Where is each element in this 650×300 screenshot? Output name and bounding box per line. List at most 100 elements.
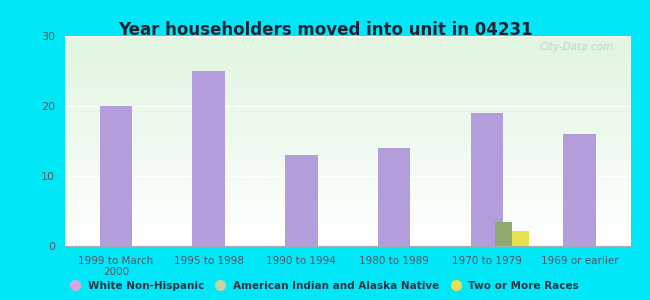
Bar — [65, 225, 630, 227]
Bar — [65, 233, 630, 236]
Bar — [65, 72, 630, 74]
Bar — [65, 179, 630, 181]
Bar — [65, 82, 630, 84]
Bar — [65, 124, 630, 126]
Bar — [65, 78, 630, 80]
Bar — [65, 187, 630, 189]
Bar — [564, 134, 596, 246]
Bar — [65, 214, 630, 217]
Bar — [65, 38, 630, 40]
Bar — [65, 204, 630, 206]
Bar — [65, 122, 630, 124]
Bar — [65, 44, 630, 46]
Bar — [65, 154, 630, 156]
Bar — [65, 208, 630, 210]
Bar — [378, 148, 410, 246]
Bar — [65, 191, 630, 194]
Bar — [65, 229, 630, 231]
Bar — [65, 194, 630, 196]
Bar — [65, 210, 630, 212]
Bar — [65, 242, 630, 244]
Bar — [65, 223, 630, 225]
Bar — [65, 206, 630, 208]
Bar — [65, 55, 630, 57]
Bar — [65, 170, 630, 172]
Bar — [65, 101, 630, 103]
Bar — [65, 196, 630, 198]
Bar — [65, 128, 630, 130]
Bar — [495, 221, 512, 246]
Bar — [65, 120, 630, 122]
Bar — [65, 61, 630, 63]
Bar — [65, 59, 630, 61]
Bar — [65, 137, 630, 139]
Bar — [65, 238, 630, 240]
Bar — [65, 53, 630, 55]
Bar — [65, 46, 630, 49]
Bar — [65, 181, 630, 183]
Bar — [65, 130, 630, 133]
Bar — [65, 189, 630, 191]
Bar — [65, 114, 630, 116]
Bar — [65, 231, 630, 233]
Bar — [65, 40, 630, 42]
Bar — [65, 156, 630, 158]
Bar — [65, 168, 630, 170]
Bar — [65, 76, 630, 78]
Bar — [65, 143, 630, 145]
Bar — [192, 71, 225, 246]
Bar — [65, 80, 630, 82]
Bar — [65, 221, 630, 223]
Bar — [65, 65, 630, 68]
Bar — [65, 244, 630, 246]
Bar — [65, 158, 630, 160]
Bar — [65, 135, 630, 137]
Bar — [65, 200, 630, 202]
Bar — [65, 236, 630, 238]
Bar — [65, 147, 630, 149]
Legend: White Non-Hispanic, American Indian and Alaska Native, Two or More Races: White Non-Hispanic, American Indian and … — [67, 276, 583, 295]
Bar — [65, 42, 630, 44]
Bar — [65, 36, 630, 38]
Bar — [65, 202, 630, 204]
Text: City-Data.com: City-Data.com — [540, 42, 614, 52]
Bar — [65, 141, 630, 143]
Bar — [65, 164, 630, 166]
Bar — [65, 139, 630, 141]
Bar — [512, 231, 528, 246]
Bar — [65, 175, 630, 177]
Bar — [65, 166, 630, 168]
Bar — [65, 70, 630, 72]
Bar — [99, 106, 132, 246]
Bar — [65, 107, 630, 110]
Bar — [65, 95, 630, 97]
Bar — [65, 240, 630, 242]
Bar — [65, 145, 630, 147]
Bar — [65, 118, 630, 120]
Bar — [65, 49, 630, 51]
Bar — [65, 63, 630, 65]
Bar — [65, 110, 630, 112]
Bar — [65, 183, 630, 185]
Bar — [65, 68, 630, 70]
Bar — [285, 155, 318, 246]
Bar — [65, 103, 630, 105]
Bar — [65, 97, 630, 99]
Bar — [471, 113, 503, 246]
Bar — [65, 198, 630, 200]
Bar — [65, 217, 630, 219]
Text: Year householders moved into unit in 04231: Year householders moved into unit in 042… — [118, 21, 532, 39]
Bar — [65, 162, 630, 164]
Bar — [65, 177, 630, 179]
Bar — [65, 227, 630, 229]
Bar — [65, 86, 630, 88]
Bar — [65, 99, 630, 101]
Bar — [65, 160, 630, 162]
Bar — [65, 57, 630, 59]
Bar — [65, 91, 630, 93]
Bar — [65, 112, 630, 114]
Bar — [65, 172, 630, 175]
Bar — [65, 152, 630, 154]
Bar — [65, 219, 630, 221]
Bar — [65, 88, 630, 91]
